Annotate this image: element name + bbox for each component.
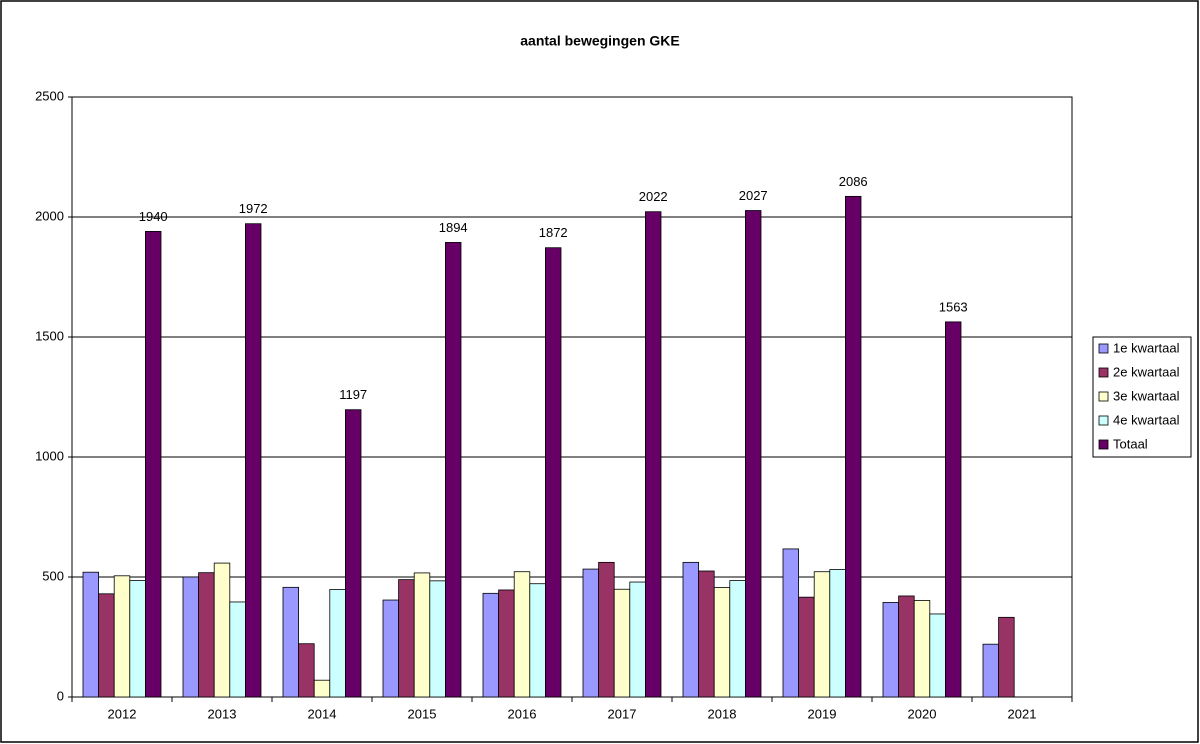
- bar: [113, 575, 131, 698]
- bar: [413, 572, 431, 698]
- bar: [913, 600, 931, 698]
- data-label: 1872: [539, 225, 568, 240]
- x-tick-label: 2021: [1008, 706, 1037, 721]
- bar: [929, 613, 946, 698]
- bar: [698, 570, 715, 698]
- data-label: 1894: [439, 220, 468, 235]
- bar: [98, 593, 115, 698]
- legend-label: 2e kwartaal: [1113, 364, 1180, 379]
- y-tick-label: 2000: [35, 208, 64, 223]
- data-label: 1197: [339, 387, 367, 402]
- bar: [329, 589, 346, 698]
- data-label: 1940: [139, 209, 168, 224]
- y-tick-label: 500: [42, 568, 64, 583]
- bar: [613, 588, 631, 698]
- bar: [798, 596, 815, 698]
- bar: [582, 568, 600, 698]
- y-tick-label: 1000: [35, 448, 64, 463]
- bar: [945, 321, 962, 698]
- bar: [998, 616, 1015, 698]
- bar: [782, 548, 800, 698]
- legend-label: 1e kwartaal: [1113, 340, 1180, 355]
- bar: [845, 195, 862, 698]
- legend-swatch: [1098, 415, 1109, 426]
- bar: [144, 230, 162, 698]
- x-tick-label: 2020: [908, 706, 937, 721]
- y-tick-label: 2500: [35, 88, 64, 103]
- bar: [229, 601, 246, 698]
- x-tick-label: 2013: [208, 706, 237, 721]
- bar: [298, 643, 315, 698]
- data-label: 2086: [839, 174, 868, 189]
- y-tick-label: 0: [57, 688, 64, 703]
- legend-swatch: [1098, 367, 1109, 378]
- bar: [745, 210, 762, 698]
- bar: [282, 586, 300, 698]
- bar: [982, 643, 1000, 698]
- x-tick-label: 2012: [108, 706, 137, 721]
- x-tick-label: 2018: [708, 706, 737, 721]
- legend-label: 4e kwartaal: [1113, 412, 1180, 427]
- bar: [598, 561, 615, 698]
- bar: [729, 580, 746, 698]
- bar: [513, 571, 531, 698]
- x-tick-label: 2014: [308, 706, 337, 721]
- bar: [629, 581, 646, 698]
- data-label: 2027: [739, 188, 768, 203]
- bar: [429, 580, 446, 698]
- legend-label: Totaal: [1113, 436, 1148, 451]
- bar: [382, 599, 400, 698]
- bar: [482, 592, 500, 698]
- bar: [529, 583, 546, 698]
- bar: [813, 571, 831, 698]
- bar: [198, 572, 215, 698]
- x-tick-label: 2015: [408, 706, 437, 721]
- bar: [713, 587, 731, 698]
- bar: [398, 579, 415, 698]
- bar: [313, 679, 331, 698]
- bar: [682, 561, 700, 698]
- bar: [344, 409, 362, 698]
- bar: [545, 247, 562, 698]
- legend-swatch: [1098, 391, 1109, 402]
- legend-box: [1092, 336, 1192, 458]
- bar: [645, 211, 662, 698]
- chart-title: aantal bewegingen GKE: [520, 33, 679, 49]
- x-tick-label: 2019: [808, 706, 837, 721]
- bar: [829, 569, 846, 698]
- bar: [244, 223, 262, 698]
- data-label: 1563: [939, 299, 968, 314]
- x-tick-label: 2016: [508, 706, 537, 721]
- bar: [898, 595, 915, 698]
- bar: [498, 589, 515, 698]
- bar: [129, 580, 146, 698]
- bar: [82, 571, 100, 698]
- bar: [213, 562, 231, 698]
- legend-swatch: [1098, 439, 1109, 450]
- data-label: 1972: [239, 201, 268, 216]
- legend-swatch: [1098, 343, 1109, 354]
- bar: [182, 576, 200, 698]
- legend-label: 3e kwartaal: [1113, 388, 1180, 403]
- bar: [882, 602, 900, 698]
- data-label: 2022: [639, 189, 668, 204]
- bar: [444, 242, 462, 698]
- y-tick-label: 1500: [35, 328, 64, 343]
- x-tick-label: 2017: [608, 706, 637, 721]
